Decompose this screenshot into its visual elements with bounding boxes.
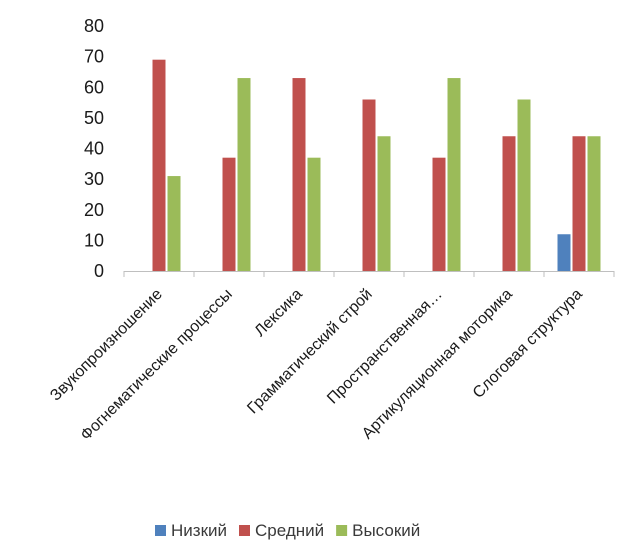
legend-label: Высокий bbox=[352, 521, 420, 540]
legend-swatch bbox=[155, 525, 166, 536]
bar-2-1 bbox=[152, 59, 166, 271]
y-tick-label: 50 bbox=[84, 108, 104, 128]
category-label: Грамматический строй bbox=[244, 286, 376, 418]
bar-2-6 bbox=[502, 136, 516, 271]
bar-3-3 bbox=[307, 157, 321, 271]
y-tick-label: 20 bbox=[84, 200, 104, 220]
bars bbox=[152, 59, 601, 271]
bar-1-7 bbox=[557, 234, 571, 271]
category-label: Лексика bbox=[252, 286, 306, 340]
category-label: Звукопроизношение bbox=[47, 286, 166, 405]
y-tick-label: 60 bbox=[84, 77, 104, 97]
y-tick-label: 40 bbox=[84, 139, 104, 159]
bar-3-6 bbox=[517, 99, 531, 271]
legend-label: Низкий bbox=[171, 521, 227, 540]
category-label: Фогнематические процессы bbox=[78, 286, 236, 444]
bar-2-2 bbox=[222, 157, 236, 271]
category-label: Пространственная… bbox=[324, 286, 446, 408]
bar-3-1 bbox=[167, 176, 181, 271]
bar-3-2 bbox=[237, 78, 251, 271]
legend: Низкий Средний Высокий bbox=[155, 521, 420, 540]
y-tick-label: 0 bbox=[94, 261, 104, 281]
y-tick-label: 10 bbox=[84, 230, 104, 250]
category-label: Артикуляционная моторика bbox=[359, 286, 516, 443]
bar-2-3 bbox=[292, 78, 306, 271]
y-tick-label: 30 bbox=[84, 169, 104, 189]
y-tick-label: 70 bbox=[84, 47, 104, 67]
bar-3-5 bbox=[447, 78, 461, 271]
x-axis-tick-marks bbox=[123, 271, 615, 277]
legend-label: Средний bbox=[255, 521, 324, 540]
bar-3-4 bbox=[377, 136, 391, 271]
legend-swatch bbox=[336, 525, 348, 536]
bar-3-7 bbox=[587, 136, 601, 271]
bar-2-4 bbox=[362, 99, 376, 271]
legend-swatch bbox=[239, 525, 250, 536]
bar-2-7 bbox=[572, 136, 586, 271]
bar-2-5 bbox=[432, 157, 446, 271]
y-tick-label: 80 bbox=[84, 16, 104, 36]
y-axis-tick-labels: 0 10 20 30 40 50 60 70 80 bbox=[84, 16, 104, 281]
